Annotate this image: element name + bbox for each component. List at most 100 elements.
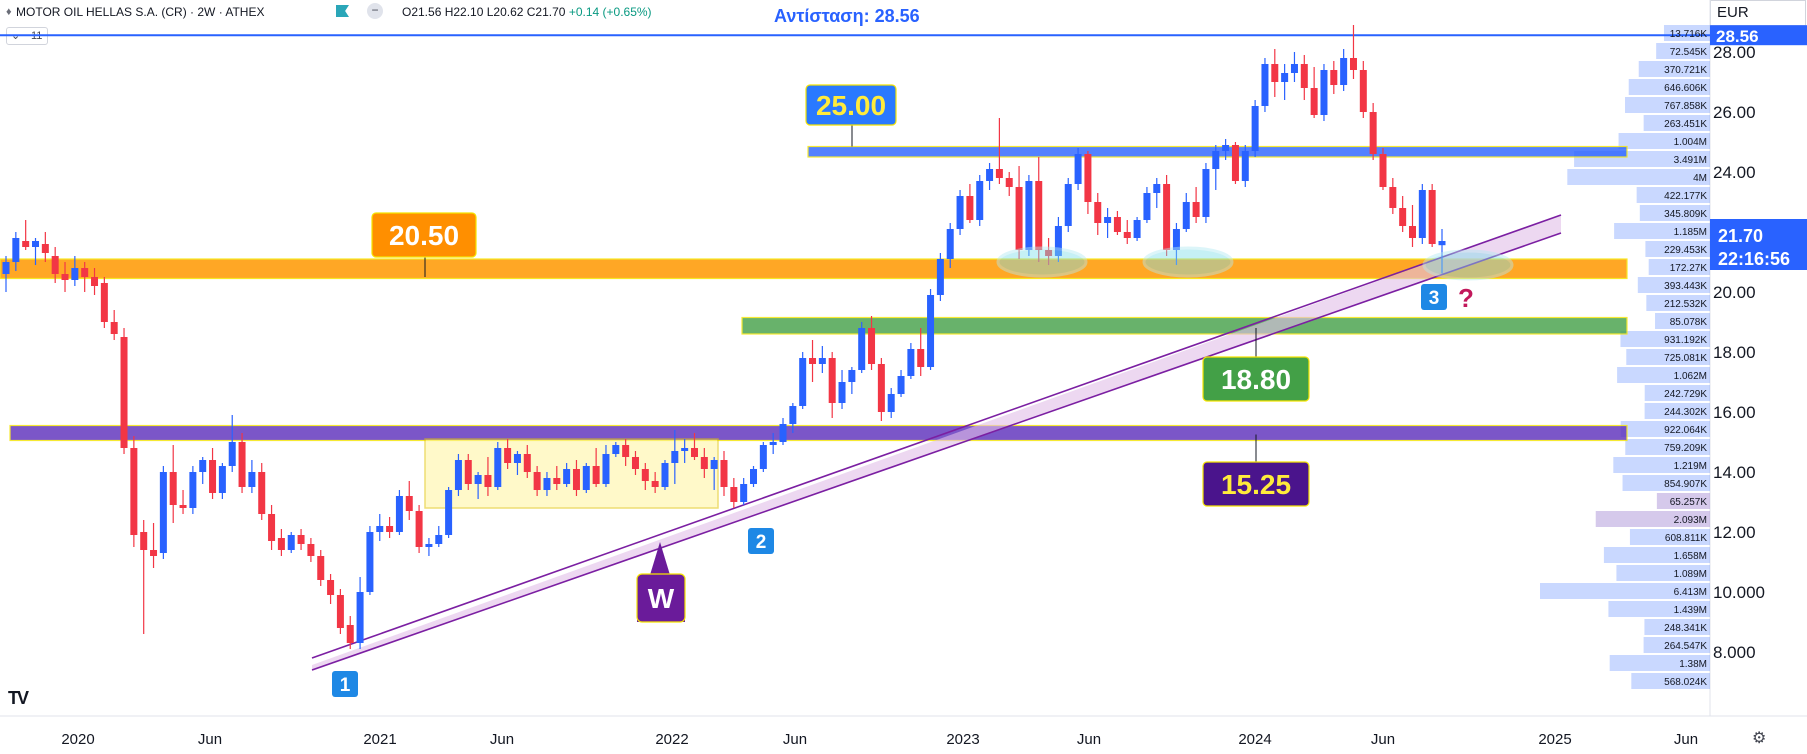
volume-profile-bar: [1639, 205, 1710, 221]
candle-body: [1182, 202, 1190, 229]
candle-body: [376, 526, 384, 532]
candle-body: [592, 466, 600, 484]
volume-profile-bar: [1629, 529, 1710, 545]
volume-profile-bar: [1618, 133, 1710, 149]
candle-body: [877, 364, 885, 412]
candle-body: [336, 595, 344, 628]
w-callout-box: [636, 573, 686, 623]
candle-body: [228, 442, 236, 466]
symbol-title[interactable]: MOTOR OIL HELLAS S.A. (CR) · 2W · ATHEX: [16, 5, 265, 19]
volume-profile-label: 725.081K: [1664, 353, 1707, 364]
volume-profile-bar: [1636, 187, 1710, 203]
x-tick-label: Jun: [1674, 731, 1698, 748]
candle-body: [1399, 208, 1407, 226]
candle-body: [287, 535, 295, 550]
level-band-15.25: [9, 424, 1628, 442]
candle-body: [651, 481, 659, 487]
candle-body: [307, 544, 315, 556]
level-label-text: 25.00: [816, 90, 886, 121]
gear-icon[interactable]: ⚙: [1752, 730, 1767, 747]
volume-profile-bar: [1628, 79, 1710, 95]
collapse-icon[interactable]: −: [367, 3, 383, 19]
volume-profile-bar: [1643, 637, 1710, 653]
candle-body: [1045, 250, 1053, 256]
candle-body: [248, 472, 256, 487]
candle-body: [1261, 64, 1269, 106]
candle-body: [612, 445, 620, 454]
candle-body: [1064, 184, 1072, 226]
candle-body: [386, 526, 394, 532]
level-label-text: 15.25: [1221, 469, 1291, 500]
volume-profile-label: 65.257K: [1670, 497, 1708, 508]
candle-body: [268, 514, 276, 541]
x-tick-label: Jun: [490, 731, 514, 748]
volume-profile-label: 422.177K: [1664, 191, 1707, 202]
w-callout-label: W: [648, 583, 675, 614]
candle-body: [159, 472, 167, 553]
volume-profile-label: 3.491M: [1674, 155, 1707, 166]
volume-profile-bar: [1644, 403, 1710, 419]
candle-body: [445, 490, 453, 535]
volume-profile-bar: [1625, 439, 1710, 455]
volume-profile-label: 646.606K: [1664, 83, 1707, 94]
volume-profile-bar: [1620, 421, 1710, 437]
countdown-text: 22:16:56: [1718, 249, 1790, 269]
candle-body: [169, 472, 177, 505]
candle-body: [317, 556, 325, 580]
candle-body: [1251, 106, 1259, 151]
volume-profile-bar: [1645, 241, 1710, 257]
candle-body: [1133, 220, 1141, 238]
candle-body: [1094, 202, 1102, 223]
candle-body: [405, 496, 413, 511]
candle-body: [553, 478, 561, 484]
candle-body: [1408, 226, 1416, 238]
candle-body: [858, 328, 866, 370]
candle-body: [425, 544, 433, 547]
candle-body: [1389, 187, 1397, 208]
volume-profile-bar: [1622, 475, 1710, 491]
level-label-box: [371, 212, 477, 258]
candle-body: [799, 358, 807, 406]
candle-body: [641, 469, 649, 481]
volume-profile-bar: [1637, 277, 1710, 293]
candle-body: [1290, 64, 1298, 73]
candle-body: [140, 532, 148, 550]
volume-profile-bar: [1625, 97, 1710, 113]
candle-body: [769, 442, 777, 445]
candle-body: [415, 511, 423, 547]
candle-body: [1281, 73, 1289, 82]
flag-icon[interactable]: [336, 5, 349, 17]
level-label-box: [1202, 356, 1310, 402]
last-price-text: 21.70: [1718, 226, 1763, 246]
candle-body: [150, 550, 158, 556]
volume-profile-label: 229.453K: [1664, 245, 1707, 256]
candle-body: [1025, 181, 1033, 250]
candle-body: [395, 496, 403, 532]
candle-body: [1163, 184, 1171, 250]
candle-body: [818, 358, 826, 364]
volume-profile-label: 1.658M: [1674, 551, 1707, 562]
tradingview-logo-icon[interactable]: TV: [8, 688, 29, 708]
y-tick-label: 28.00: [1713, 43, 1756, 62]
volume-profile-bar: [1656, 43, 1710, 59]
volume-profile-bar: [1603, 547, 1710, 563]
candle-body: [838, 382, 846, 403]
candle-body: [277, 538, 285, 550]
volume-profile-label: 759.209K: [1664, 443, 1707, 454]
volume-profile-label: 922.064K: [1664, 425, 1707, 436]
resistance-price-text: 28.56: [1716, 27, 1759, 46]
candle-body: [1349, 58, 1357, 70]
x-tick-label: 2022: [655, 731, 688, 748]
candle-body: [868, 328, 876, 364]
price-change: +0.14 (+0.65%): [568, 5, 652, 19]
candle-body: [995, 169, 1003, 178]
volume-profile-label: 242.729K: [1664, 389, 1707, 400]
candle-body: [513, 454, 521, 463]
support-test-ellipse: [1422, 249, 1514, 281]
y-tick-label: 16.00: [1713, 403, 1756, 422]
volume-profile-label: 568.024K: [1664, 677, 1707, 688]
support-test-ellipse: [1142, 246, 1234, 278]
volume-profile-label: 1.38M: [1679, 659, 1707, 670]
volume-profile-label: 264.547K: [1664, 641, 1707, 652]
